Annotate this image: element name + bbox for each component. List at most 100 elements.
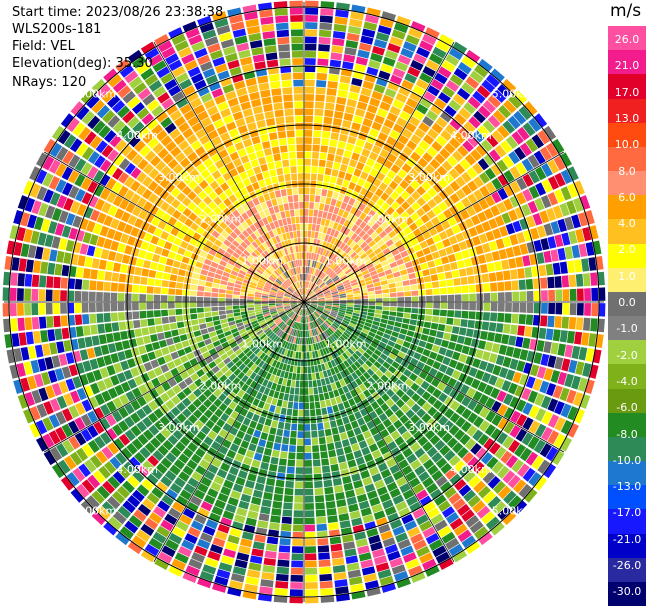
ppi-gate-cell [448, 424, 460, 436]
ppi-gate-cell [361, 269, 370, 276]
ppi-gate-cell [366, 227, 375, 236]
ppi-gate-cell [271, 146, 280, 155]
ppi-gate-cell [248, 254, 256, 262]
ppi-gate-cell [323, 310, 330, 315]
ppi-gate-cell [291, 304, 298, 308]
ppi-gate-cell [484, 341, 494, 352]
ppi-gate-cell [223, 239, 232, 247]
ppi-gate-cell [317, 318, 323, 324]
ppi-gate-cell [492, 89, 507, 103]
ppi-gate-cell [517, 268, 525, 279]
ppi-gate-cell [187, 179, 198, 190]
ppi-gate-cell [343, 112, 354, 122]
ppi-gate-cell [389, 292, 397, 298]
ppi-gate-cell [53, 315, 61, 328]
ppi-gate-cell [509, 195, 520, 208]
ppi-gate-cell [190, 313, 198, 320]
ppi-gate-cell [452, 93, 466, 106]
ppi-gate-cell [455, 416, 466, 428]
ppi-gate-cell [268, 230, 275, 238]
ppi-gate-cell [509, 425, 521, 438]
ppi-gate-cell [409, 319, 417, 326]
ppi-gate-cell [304, 402, 310, 410]
ppi-gate-cell [312, 380, 318, 388]
ppi-gate-cell [306, 316, 309, 323]
ppi-gate-cell [367, 209, 376, 218]
ppi-gate-cell [178, 471, 190, 482]
ppi-gate-cell [308, 291, 314, 297]
ppi-gate-cell [271, 287, 278, 292]
ppi-gate-cell [232, 483, 244, 493]
ppi-gate-cell [269, 522, 280, 531]
ppi-gate-cell [93, 407, 105, 420]
ppi-gate-cell [280, 313, 287, 319]
ppi-gate-cell [351, 284, 359, 289]
ppi-gate-cell [494, 377, 505, 389]
ppi-gate-cell [222, 326, 231, 333]
ppi-gate-cell [120, 263, 129, 274]
ppi-gate-cell [291, 268, 296, 276]
ppi-gate-cell [146, 302, 154, 310]
ppi-gate-cell [146, 294, 154, 302]
ppi-gate-cell [327, 317, 334, 323]
ppi-gate-cell [483, 208, 494, 220]
ppi-gate-cell [404, 307, 412, 313]
ppi-gate-cell [348, 276, 356, 282]
ppi-gate-cell [335, 492, 345, 501]
ppi-gate-cell [329, 286, 337, 291]
ppi-gate-cell [395, 206, 405, 216]
ppi-gate-cell [103, 377, 114, 389]
ppi-gate-cell [233, 514, 246, 524]
ppi-gate-cell [375, 302, 383, 306]
ppi-gate-cell [108, 516, 123, 530]
ppi-gate-cell [178, 327, 186, 335]
ppi-gate-cell [539, 146, 552, 161]
ppi-gate-cell [24, 288, 32, 301]
ppi-gate-cell [61, 264, 70, 277]
ppi-gate-cell [257, 195, 265, 204]
ppi-gate-cell [347, 230, 355, 238]
ppi-gate-cell [357, 417, 366, 427]
ppi-gate-cell [431, 251, 441, 260]
ppi-gate-cell [301, 309, 304, 316]
ppi-gate-cell [235, 236, 243, 245]
ppi-gate-cell [274, 260, 281, 267]
ppi-gate-cell [514, 146, 527, 161]
ppi-gate-cell [9, 303, 17, 317]
ppi-gate-cell [295, 322, 299, 330]
ppi-gate-cell [319, 247, 325, 255]
ppi-gate-cell [358, 155, 368, 164]
ppi-gate-cell [227, 338, 236, 345]
ppi-gate-cell [254, 383, 262, 391]
ppi-gate-cell [409, 372, 418, 382]
ppi-gate-cell [199, 61, 213, 72]
ppi-gate-cell [355, 538, 369, 548]
ppi-gate-cell [454, 302, 462, 310]
ppi-gate-cell [383, 159, 394, 169]
ppi-gate-cell [123, 130, 136, 143]
ppi-gate-cell [132, 293, 139, 302]
ppi-gate-cell [291, 304, 298, 309]
ppi-gate-cell [43, 138, 57, 154]
ppi-gate-cell [374, 349, 382, 357]
ppi-gate-cell [184, 376, 194, 386]
ppi-gate-cell [225, 503, 237, 514]
ppi-gate-cell [432, 545, 447, 558]
ppi-gate-cell [46, 276, 54, 288]
ppi-gate-cell [269, 246, 276, 254]
ppi-gate-cell [444, 142, 456, 154]
ppi-gate-cell [540, 395, 552, 409]
ppi-gate-cell [268, 321, 275, 327]
ppi-gate-cell [265, 232, 272, 240]
ppi-gate-cell [354, 227, 363, 235]
ppi-gate-cell [177, 46, 192, 59]
ppi-gate-cell [315, 327, 320, 335]
ppi-gate-cell [315, 188, 322, 196]
ppi-gate-cell [350, 175, 359, 184]
ppi-gate-cell [176, 230, 186, 240]
ppi-gate-cell [361, 566, 376, 576]
ppi-gate-cell [263, 208, 271, 217]
ppi-gate-cell [255, 289, 263, 293]
ppi-gate-cell [171, 91, 185, 103]
ppi-gate-cell [402, 318, 410, 324]
